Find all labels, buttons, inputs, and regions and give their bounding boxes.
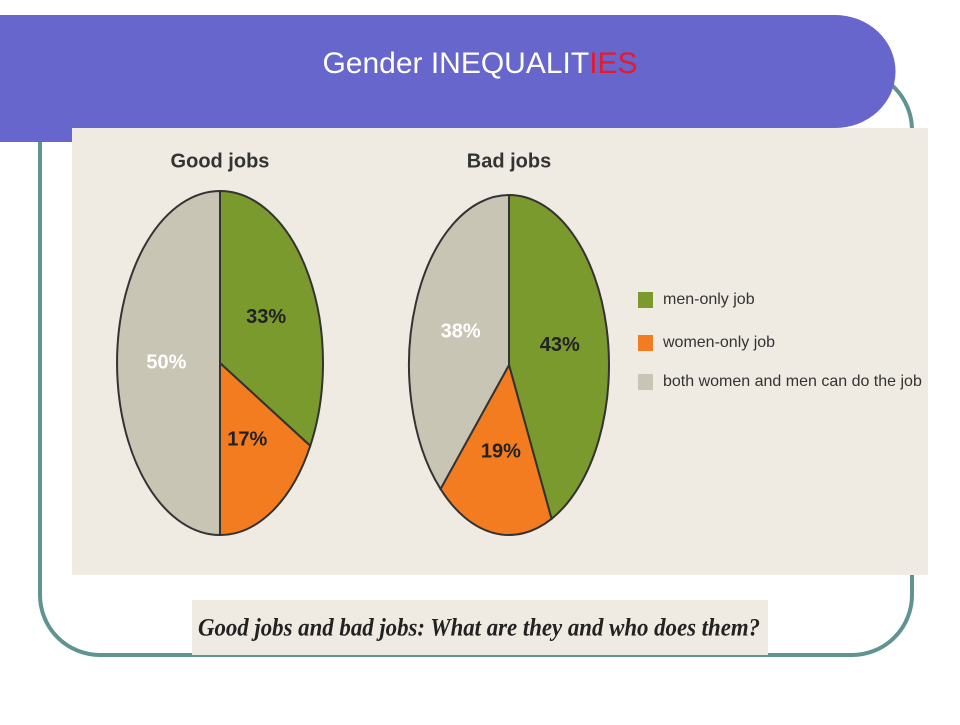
legend-swatch [638,374,653,390]
legend-label: women-only job [662,334,775,351]
legend-swatch [638,292,653,308]
pie-slice [219,189,325,448]
pie-slice [219,360,312,537]
title-highlight: IES [589,47,637,80]
slice-label: 19% [481,441,521,463]
pie-title: Good jobs [171,150,270,172]
caption-box [192,600,768,655]
legend-label: men-only job [663,291,755,308]
pie-title: Bad jobs [467,150,551,172]
pie-slice [407,193,510,491]
caption: Good jobs and bad jobs: What are they an… [198,615,760,642]
pie-slice [508,193,611,521]
slice-label: 38% [441,321,481,343]
header-tab [0,128,72,142]
pie-slice [116,189,221,537]
pie-slice [439,362,553,536]
legend-swatch [638,335,653,351]
slice-label: 43% [540,334,580,356]
slide-title: Gender INEQUALITIES [322,47,637,80]
legend-label: both women and men can do the job [663,373,922,390]
header-band [0,15,896,128]
slice-label: 33% [246,306,286,328]
slice-label: 50% [146,351,186,373]
slice-label: 17% [227,428,267,450]
title-main: Gender INEQUALIT [322,47,589,80]
